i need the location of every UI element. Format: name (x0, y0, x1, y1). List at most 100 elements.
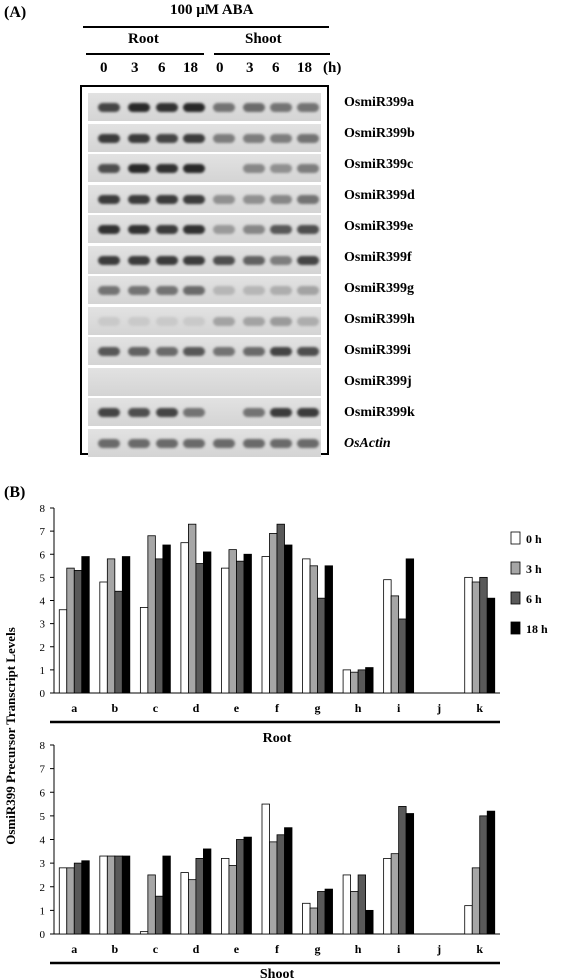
blot-band (297, 225, 319, 234)
blot-band (243, 408, 265, 417)
y-tick-label: 4 (40, 835, 46, 847)
gene-label-b: OsmiR399b (344, 126, 415, 141)
blot-band (297, 316, 319, 326)
blot-band (297, 194, 319, 204)
bar (147, 535, 156, 694)
blot-band (128, 347, 150, 356)
blot-band (128, 103, 150, 112)
bar (342, 874, 351, 935)
blot-row (88, 367, 321, 396)
blot-band (270, 133, 292, 143)
blot-band (183, 103, 205, 112)
blot-band (297, 255, 319, 265)
category-label: e (234, 701, 240, 715)
bar (180, 542, 189, 694)
blot-band (156, 316, 178, 326)
legend-label: 6 h (526, 592, 542, 606)
legend-swatch (510, 591, 521, 605)
blot-band (128, 316, 150, 326)
bar (390, 853, 400, 935)
lane-root-3: 3 (131, 60, 139, 76)
legend-swatch (510, 621, 521, 635)
lane-shoot-3: 3 (246, 60, 254, 76)
bar (58, 609, 68, 694)
gene-label-h: OsmiR399h (344, 312, 415, 327)
category-label: g (315, 701, 321, 715)
blot-band (270, 255, 292, 265)
precursor-bar-charts: 0 1 2 3 4 5 6 7 8 a b c d e f g h i j k Root 0 1 2 3 4 5 6 7 8 a b c d e f g… (3, 503, 548, 980)
bar (269, 841, 278, 935)
shoot-underline (214, 53, 330, 55)
category-label: d (193, 701, 200, 715)
category-label: c (153, 701, 159, 715)
category-label: f (275, 942, 280, 956)
time-unit-label: (h) (323, 60, 342, 76)
bar (221, 857, 230, 935)
category-label: a (71, 701, 77, 715)
category-label: i (397, 701, 401, 715)
blot-band (270, 438, 292, 448)
blot-band (270, 347, 292, 356)
blot-band (98, 408, 120, 417)
bar (243, 836, 252, 935)
gene-label-i: OsmiR399i (344, 343, 411, 358)
category-label: j (436, 942, 441, 956)
bar (73, 862, 83, 935)
blot-band (183, 347, 205, 356)
y-tick-label: 0 (40, 688, 46, 700)
category-label: f (275, 701, 280, 715)
blot-band (183, 316, 205, 326)
bar (154, 895, 164, 935)
blot-band (128, 225, 150, 234)
blot-band (98, 347, 120, 356)
bar (99, 581, 108, 694)
category-label: k (476, 701, 483, 715)
bar (221, 567, 230, 694)
blot-band (183, 255, 205, 265)
bar (398, 806, 407, 935)
blot-band (270, 225, 292, 234)
gene-label-f: OsmiR399f (344, 250, 412, 265)
bar (365, 667, 374, 694)
blot-band (156, 347, 178, 356)
blot-band (128, 255, 150, 265)
bar (342, 669, 351, 694)
blot-band (183, 194, 205, 204)
bar (114, 590, 123, 694)
blot-band (156, 438, 178, 448)
panel-b-label: (B) (4, 484, 26, 501)
bar (350, 671, 359, 694)
blot-band (297, 103, 319, 112)
y-tick-label: 3 (40, 858, 46, 870)
bar (228, 865, 237, 935)
blot-band (297, 347, 319, 356)
blot-band (156, 194, 178, 204)
bar (114, 855, 123, 935)
y-tick-label: 3 (40, 619, 46, 631)
blot-row (88, 123, 321, 152)
bar (121, 855, 131, 935)
blot-band (128, 438, 150, 448)
blot-band (243, 438, 265, 448)
bar (471, 581, 481, 694)
category-label: g (315, 942, 321, 956)
bar (324, 565, 333, 694)
blot-band (183, 438, 205, 448)
y-tick-label: 5 (40, 572, 46, 584)
blot-band (98, 316, 120, 326)
category-label: e (234, 942, 240, 956)
blot-row (88, 337, 321, 365)
blot-band (297, 133, 319, 143)
bar (350, 891, 359, 935)
category-label: d (193, 942, 200, 956)
bar (261, 803, 270, 935)
blot-band (156, 255, 178, 265)
blot-band (243, 103, 265, 112)
bar (147, 874, 156, 935)
y-tick-label: 0 (40, 929, 46, 941)
y-tick-label: 1 (40, 905, 46, 917)
gene-label-d: OsmiR399d (344, 188, 415, 203)
panel-a-label: (A) (4, 4, 27, 21)
gene-label-j: OsmiR399j (344, 374, 412, 389)
blot-band (243, 347, 265, 356)
